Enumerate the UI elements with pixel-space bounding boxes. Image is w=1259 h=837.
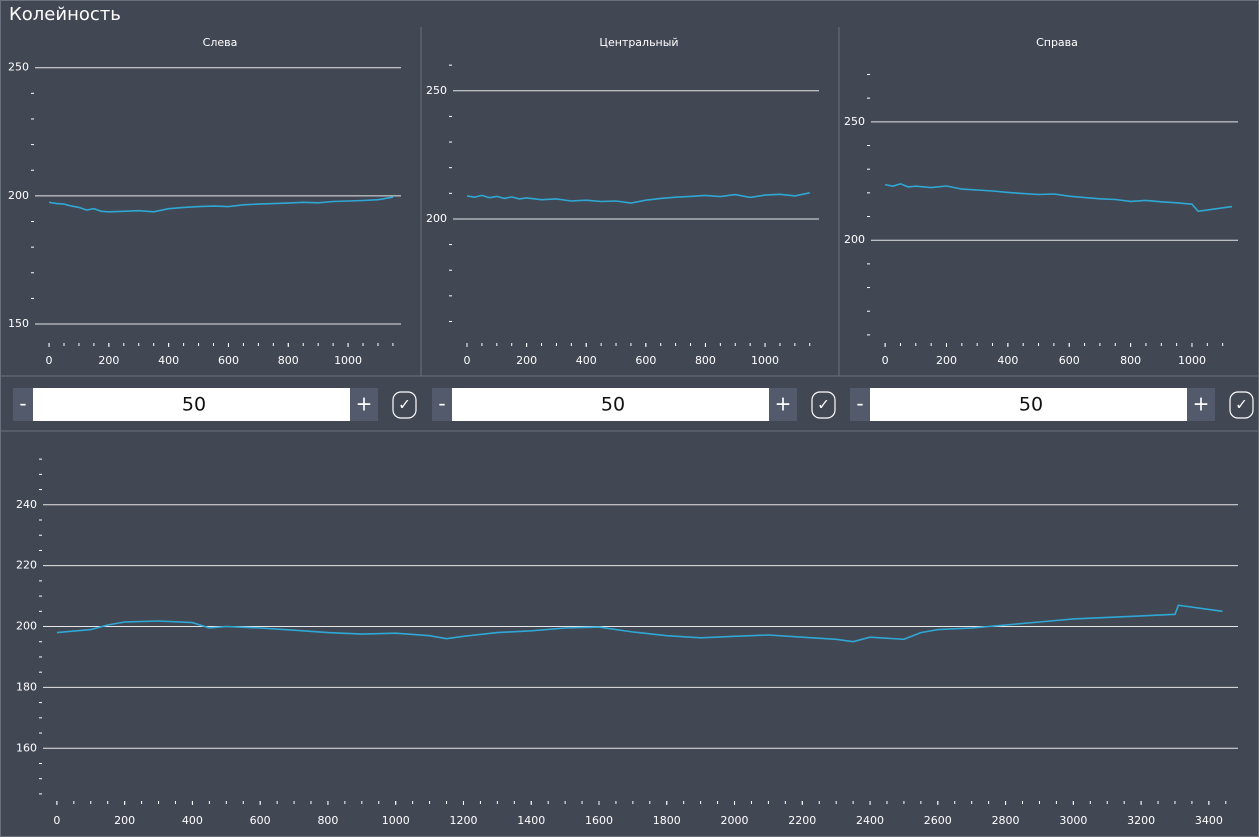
x-tick-label: 400 (182, 814, 203, 827)
y-tick-label: 250 (426, 84, 447, 97)
x-tick-label: 800 (317, 814, 338, 827)
value-input[interactable] (870, 388, 1187, 421)
x-tick-label: 3400 (1195, 814, 1223, 827)
x-tick-label: 1000 (1178, 354, 1206, 367)
y-tick-label: 150 (8, 317, 29, 330)
y-tick-label: 220 (16, 559, 37, 572)
plus-label: + (1193, 392, 1210, 416)
window-title: Колейность (9, 4, 121, 25)
x-tick-label: 200 (936, 354, 957, 367)
x-tick-label: 0 (464, 354, 471, 367)
x-tick-label: 1400 (517, 814, 545, 827)
x-tick-label: 800 (278, 354, 299, 367)
plus-label: + (775, 392, 792, 416)
x-tick-label: 200 (516, 354, 537, 367)
check-button[interactable] (811, 391, 836, 419)
minus-label: - (19, 392, 26, 416)
plus-button[interactable] (769, 388, 797, 421)
check-label: ✓ (398, 396, 411, 414)
value-input[interactable] (452, 388, 769, 421)
x-tick-label: 3000 (1059, 814, 1087, 827)
data-line (466, 192, 810, 204)
x-tick-label: 800 (695, 354, 716, 367)
y-tick-label: 160 (16, 741, 37, 754)
check-button[interactable] (1229, 391, 1254, 419)
x-tick-label: 1000 (751, 354, 779, 367)
x-tick-label: 1000 (382, 814, 410, 827)
x-tick-label: 400 (576, 354, 597, 367)
x-tick-label: 1000 (334, 354, 362, 367)
y-tick-label: 200 (426, 212, 447, 225)
plus-button[interactable] (350, 388, 378, 421)
minus-button[interactable] (850, 388, 870, 421)
minus-button[interactable] (432, 388, 452, 421)
x-tick-label: 0 (46, 354, 53, 367)
x-tick-label: 400 (158, 354, 179, 367)
y-tick-label: 200 (16, 620, 37, 633)
x-tick-label: 600 (218, 354, 239, 367)
data-line (884, 182, 1233, 213)
plus-label: + (356, 392, 373, 416)
x-tick-label: 2000 (721, 814, 749, 827)
chart-title: Центральный (599, 36, 678, 49)
value-text: 50 (182, 394, 206, 416)
check-label: ✓ (1235, 396, 1248, 414)
x-tick-label: 3200 (1127, 814, 1155, 827)
x-tick-label: 1200 (449, 814, 477, 827)
data-line (48, 196, 394, 213)
x-tick-label: 2400 (856, 814, 884, 827)
value-input[interactable] (33, 388, 350, 421)
x-tick-label: 1600 (585, 814, 613, 827)
x-tick-label: 600 (250, 814, 271, 827)
minus-button[interactable] (13, 388, 33, 421)
x-tick-label: 2600 (924, 814, 952, 827)
value-text: 50 (601, 394, 625, 416)
y-tick-label: 250 (844, 115, 865, 128)
plus-button[interactable] (1187, 388, 1215, 421)
x-tick-label: 600 (635, 354, 656, 367)
x-tick-label: 400 (997, 354, 1018, 367)
x-tick-label: 2200 (788, 814, 816, 827)
x-tick-label: 1800 (653, 814, 681, 827)
data-line (56, 604, 1223, 643)
value-text: 50 (1019, 394, 1043, 416)
x-tick-label: 0 (882, 354, 889, 367)
x-tick-label: 200 (114, 814, 135, 827)
chart-title: Слева (203, 36, 238, 49)
x-tick-label: 2800 (992, 814, 1020, 827)
x-tick-label: 600 (1059, 354, 1080, 367)
x-tick-label: 0 (53, 814, 60, 827)
minus-label: - (438, 392, 445, 416)
y-tick-label: 250 (8, 61, 29, 74)
y-tick-label: 180 (16, 680, 37, 693)
chart-title: Справа (1036, 36, 1078, 49)
y-tick-label: 200 (8, 189, 29, 202)
y-tick-label: 240 (16, 498, 37, 511)
x-tick-label: 200 (98, 354, 119, 367)
check-button[interactable] (392, 391, 417, 419)
check-label: ✓ (817, 396, 830, 414)
y-tick-label: 200 (844, 233, 865, 246)
x-tick-label: 800 (1120, 354, 1141, 367)
minus-label: - (856, 392, 863, 416)
